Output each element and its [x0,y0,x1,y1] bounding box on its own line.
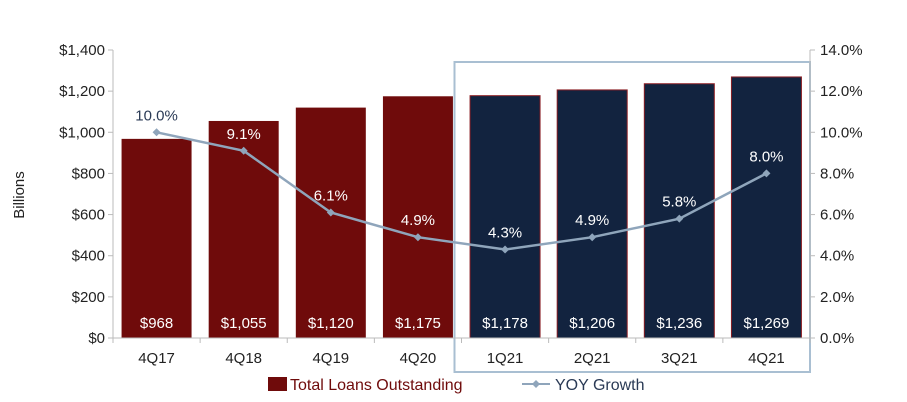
bar-value-label: $968 [140,315,173,332]
bar-value-label: $1,120 [308,315,354,332]
growth-point-4Q17 [152,128,161,137]
growth-label: 8.0% [749,148,783,165]
bar-4Q21 [730,76,802,339]
growth-point-4Q20 [413,233,422,242]
growth-label: 4.9% [575,212,609,229]
legend: Total Loans Outstanding YOY Growth [268,377,645,394]
y2-tick-label: 6.0% [820,207,854,224]
legend-swatch-loans [268,377,287,391]
y-tick-label: $1,200 [59,83,105,100]
bar-3Q21 [643,83,715,339]
growth-label: 6.1% [314,188,348,205]
y2-tick-label: 8.0% [820,165,854,182]
bar-4Q17 [121,138,192,338]
bar-4Q20 [382,96,453,339]
bar-4Q19 [295,107,366,338]
x-tick-label: 4Q17 [138,350,175,367]
y-tick-label: $0 [88,330,105,347]
y2-tick-label: 4.0% [820,248,854,265]
y-tick-label: $400 [72,248,105,265]
y2-tick-label: 10.0% [820,124,863,141]
bar-2Q21 [556,89,628,339]
bar-1Q21 [469,95,541,339]
y-tick-label: $600 [72,207,105,224]
bar-4Q18 [208,120,279,338]
x-tick-label: 1Q21 [487,350,524,367]
growth-label: 9.1% [227,126,261,143]
growth-point-3Q21 [675,214,684,223]
bar-value-label: $1,055 [221,315,267,332]
growth-point-2Q21 [588,233,597,242]
y-axis-title: Billions [11,171,28,219]
y2-tick-label: 2.0% [820,289,854,306]
bar-value-label: $1,178 [482,315,528,332]
bar-value-label: $1,175 [395,315,441,332]
y2-tick-label: 0.0% [820,330,854,347]
x-tick-label: 3Q21 [661,350,698,367]
growth-label: 5.8% [662,194,696,211]
y2-tick-label: 12.0% [820,83,863,100]
growth-line [156,131,768,251]
y-tick-label: $1,000 [59,124,105,141]
legend-marker-growth [532,380,540,388]
growth-label: 10.0% [135,107,178,124]
y-tick-label: $1,400 [59,42,105,59]
growth-point-4Q21 [762,169,771,178]
x-tick-label: 4Q21 [748,350,785,367]
legend-label-growth: YOY Growth [555,377,645,394]
bar-value-label: $1,269 [743,315,789,332]
y-tick-label: $200 [72,289,105,306]
y2-tick-label: 14.0% [820,42,863,59]
growth-point-1Q21 [501,245,510,254]
x-tick-label: 4Q20 [400,350,437,367]
x-tick-label: 2Q21 [574,350,611,367]
growth-point-4Q19 [326,208,335,217]
bar-value-label: $1,206 [569,315,615,332]
bar-value-label: $1,236 [656,315,702,332]
growth-label: 4.9% [401,212,435,229]
legend-label-loans: Total Loans Outstanding [290,377,463,394]
y-tick-label: $800 [72,165,105,182]
growth-point-4Q18 [239,146,248,155]
growth-label: 4.3% [488,225,522,242]
x-tick-label: 4Q19 [312,350,349,367]
x-tick-label: 4Q18 [225,350,262,367]
